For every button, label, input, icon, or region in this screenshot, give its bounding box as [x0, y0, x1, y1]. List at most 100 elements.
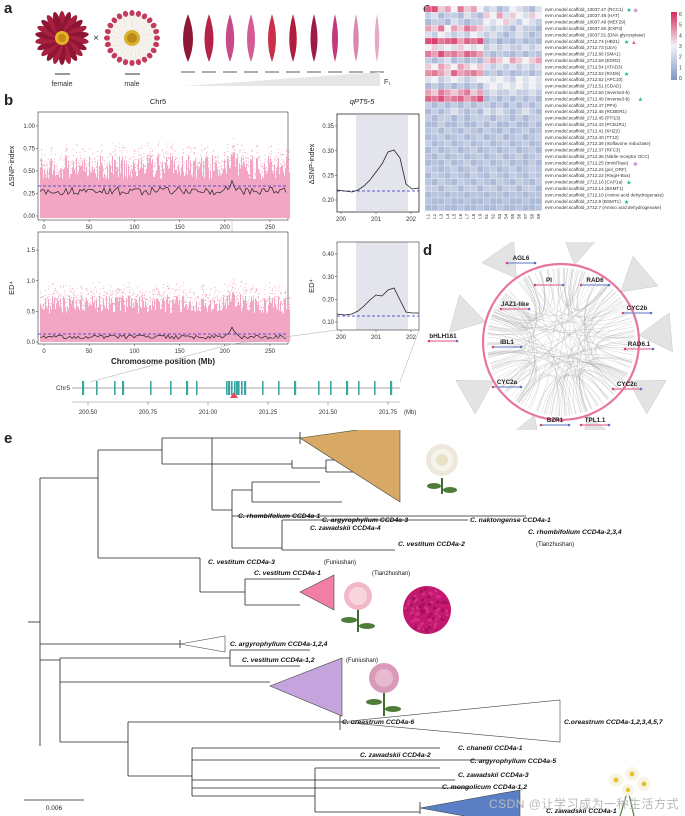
candidate-gene-marker: [230, 392, 238, 398]
heatmap-cell: [489, 153, 497, 160]
heatmap-cell: [437, 204, 445, 211]
gene-bar: [244, 381, 247, 395]
heatmap-cell: [444, 185, 452, 192]
heatmap-cell: [502, 133, 510, 141]
heatmap-cell: [470, 172, 478, 179]
heatmap-cell: [535, 95, 543, 103]
clade-blue: [419, 789, 521, 816]
heatmap-cell: [437, 197, 445, 205]
heatmap-cell: [437, 12, 445, 19]
heatmap-cell: [489, 114, 497, 122]
star-icon: ★: [638, 96, 643, 103]
heatmap-cell: [431, 114, 439, 122]
cross-symbol: ×: [93, 33, 99, 44]
heatmap-cell: [535, 133, 543, 141]
heatmap-cell: [528, 18, 536, 26]
heatmap-cell: [463, 191, 471, 199]
network-link: [559, 301, 623, 416]
heatmap-cell: [444, 133, 452, 141]
heatmap-cell: [457, 153, 465, 160]
heatmap-cell: [515, 185, 523, 192]
heatmap-cell: [476, 178, 484, 186]
heatmap-cell: [424, 18, 432, 26]
taxon-label-13: C. zawadskii CCD4a-2: [360, 752, 431, 759]
heatmap-cell: [528, 127, 536, 135]
heatmap-cell: [489, 140, 497, 147]
network-link: [557, 268, 630, 322]
heatmap-cell: [450, 95, 458, 103]
heatmap-cell: [444, 172, 452, 179]
heatmap-cell: [522, 69, 530, 77]
heatmap-cell: [431, 185, 439, 192]
heatmap-cell: [437, 146, 445, 154]
heatmap-cell: [444, 44, 452, 51]
heatmap-cell: [535, 108, 543, 115]
network-link: [525, 276, 609, 400]
network-link: [568, 268, 587, 412]
heatmap-cell: [450, 37, 458, 45]
heatmap-cell: [470, 185, 478, 192]
heatmap-cell: [483, 121, 491, 128]
gene-bar: [390, 381, 393, 395]
heatmap-cell: [450, 133, 458, 141]
heatmap-cell: [522, 178, 530, 186]
heatmap-col-label: S5: [510, 213, 515, 219]
heatmap-cell: [483, 101, 491, 109]
heatmap-cell: [463, 197, 471, 205]
heatmap-cell: [470, 89, 478, 96]
heatmap-cell: [437, 31, 445, 39]
heatmap-cell: [444, 165, 452, 173]
heatmap-cell: [496, 197, 504, 205]
heatmap-cell: [450, 127, 458, 135]
heatmap-cell: [431, 37, 439, 45]
heatmap-cell: [450, 121, 458, 128]
heatmap-row-label: evm.model.scaffold_10037.48 (HAT): [545, 13, 620, 18]
heatmap-cell: [502, 140, 510, 147]
heatmap-cell: [437, 82, 445, 90]
heatmap-cell: [463, 76, 471, 83]
heatmap-cell: [509, 5, 517, 13]
heatmap-cell: [509, 95, 517, 103]
heatmap-cell: [424, 165, 432, 173]
heatmap-cell: [470, 37, 478, 45]
heatmap-cell: [476, 185, 484, 192]
heatmap-cell: [489, 37, 497, 45]
heatmap-cell: [424, 101, 432, 109]
heatmap-cell: [476, 69, 484, 77]
heatmap-cell: [509, 76, 517, 83]
heatmap-cell: [509, 31, 517, 39]
heatmap-cell: [528, 185, 536, 192]
heatmap-cell: [502, 82, 510, 90]
network-node-label: IBL1: [500, 339, 514, 346]
ray-petal-6: [286, 14, 300, 73]
legend-tick-label: 0: [679, 76, 682, 82]
heatmap-cell: [431, 127, 439, 135]
heatmap-cell: [437, 140, 445, 147]
heatmap-cell: [502, 153, 510, 160]
heatmap-cell: [522, 146, 530, 154]
heatmap-cell: [528, 31, 536, 39]
taxon-label-16: C. mongolicum CCD4a-1,2: [442, 784, 527, 791]
heatmap-cell: [535, 31, 543, 39]
heatmap-cell: [476, 31, 484, 39]
network-link: [571, 269, 635, 337]
ray-petal-10: [370, 14, 384, 73]
heatmap-row-label: evm.model.scaffold_10037.50 (EXP3): [545, 26, 623, 31]
heatmap-cell: [528, 165, 536, 173]
heatmap-cell: [450, 185, 458, 192]
heatmap-cell: [489, 5, 497, 13]
heatmap-cell: [535, 191, 543, 199]
y-tick-label: 0.20: [322, 298, 334, 304]
heatmap-cell: [470, 133, 478, 141]
heatmap-cell: [522, 159, 530, 167]
taxon-label-0: C. rhombifolium CCD4a-1: [238, 513, 321, 520]
heatmap-cell: [457, 114, 465, 122]
heatmap-cell: [450, 159, 458, 167]
heatmap-cell: [502, 63, 510, 71]
gene-bar: [236, 381, 239, 395]
heatmap-cell: [457, 133, 465, 141]
heatmap-cell: [509, 44, 517, 51]
heatmap-cell: [509, 121, 517, 128]
chrysanthemum-white-image: [426, 444, 458, 494]
x-tick-label: 150: [175, 225, 186, 231]
